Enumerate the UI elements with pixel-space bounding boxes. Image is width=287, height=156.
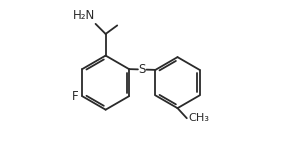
Text: CH₃: CH₃ [188,113,209,123]
Text: F: F [72,90,78,103]
Text: S: S [139,63,146,76]
Text: H₂N: H₂N [73,9,95,22]
